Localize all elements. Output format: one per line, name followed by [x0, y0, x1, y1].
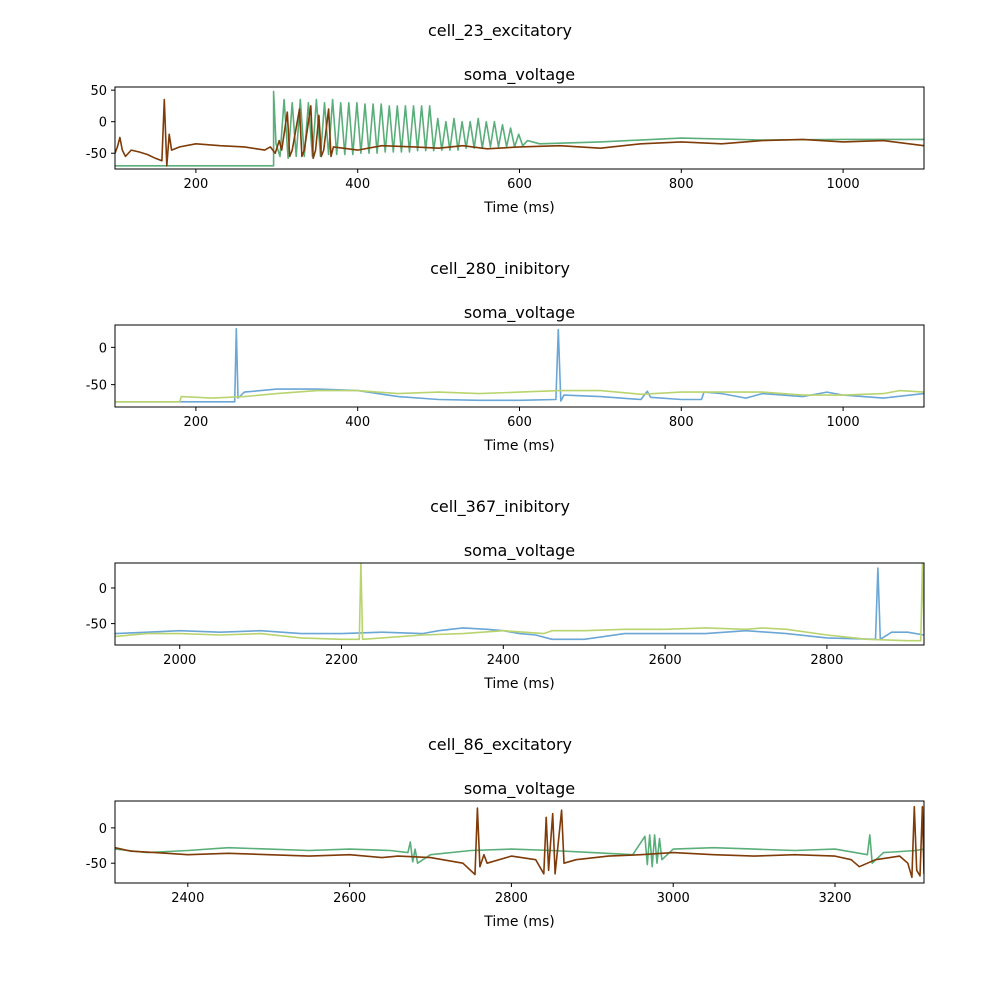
x-tick-label: 400: [345, 415, 370, 430]
figure-title: cell_280_inibitory: [430, 259, 570, 279]
y-tick-label: -50: [86, 147, 107, 162]
x-tick-label: 600: [507, 177, 532, 192]
series-line-1: [115, 327, 924, 403]
y-tick-label: -50: [86, 857, 107, 872]
x-axis-label: Time (ms): [483, 914, 555, 930]
series-line-1: [115, 834, 924, 868]
figure-title: cell_23_excitatory: [428, 21, 572, 41]
x-tick-label: 1000: [827, 415, 860, 430]
y-tick-label: 0: [99, 116, 107, 131]
y-tick-label: -50: [86, 379, 107, 394]
y-tick-label: 50: [90, 84, 107, 99]
subplot-4: cell_86_excitatory soma_voltage 2400 2600 28…: [86, 735, 925, 930]
axes-title: soma_voltage: [464, 541, 575, 561]
x-tick-label: 3000: [657, 891, 690, 906]
axes-frame: [114, 800, 925, 884]
axes-title: soma_voltage: [464, 779, 575, 799]
figure-title: cell_367_inibitory: [430, 497, 570, 517]
x-tick-label: 2000: [163, 653, 196, 668]
x-tick-label: 3200: [818, 891, 851, 906]
series-group: [115, 90, 924, 167]
subplot-3: cell_367_inibitory soma_voltage 2000 2200 24…: [86, 497, 925, 692]
subplot-2: cell_280_inibitory soma_voltage 200 400 600 8…: [86, 259, 925, 454]
x-tick-label: 2800: [495, 891, 528, 906]
x-tick-label: 2600: [333, 891, 366, 906]
series-line-2: [115, 563, 924, 642]
x-axis-label: Time (ms): [483, 200, 555, 216]
x-tick-label: 1000: [827, 177, 860, 192]
x-tick-label: 2200: [325, 653, 358, 668]
x-tick-label: 2400: [171, 891, 204, 906]
series-line-2: [115, 805, 924, 879]
x-axis-label: Time (ms): [483, 676, 555, 692]
x-tick-label: 200: [183, 177, 208, 192]
series-group: [115, 805, 924, 879]
x-tick-label: 800: [669, 177, 694, 192]
series-group: [115, 327, 924, 403]
x-axis-label: Time (ms): [483, 438, 555, 454]
axes-title: soma_voltage: [464, 65, 575, 85]
y-tick-label: -50: [86, 618, 107, 633]
figure-title: cell_86_excitatory: [428, 735, 572, 755]
x-tick-label: 200: [183, 415, 208, 430]
x-tick-label: 2400: [487, 653, 520, 668]
x-tick-label: 2600: [649, 653, 682, 668]
y-tick-label: 0: [99, 822, 107, 837]
series-line-2: [115, 389, 924, 403]
x-tick-label: 400: [345, 177, 370, 192]
series-line-1: [115, 567, 924, 641]
subplot-1: cell_23_excitatory soma_voltage 200 400 600 8…: [86, 21, 925, 216]
axes-frame: [114, 562, 925, 646]
axes-title: soma_voltage: [464, 303, 575, 323]
series-line-2: [115, 98, 924, 167]
x-tick-label: 800: [669, 415, 694, 430]
x-tick-label: 600: [507, 415, 532, 430]
series-line-1: [115, 90, 924, 167]
axes-frame: [114, 86, 925, 170]
x-tick-label: 2800: [810, 653, 843, 668]
series-group: [115, 563, 924, 642]
y-tick-label: 0: [99, 582, 107, 597]
y-tick-label: 0: [99, 341, 107, 356]
